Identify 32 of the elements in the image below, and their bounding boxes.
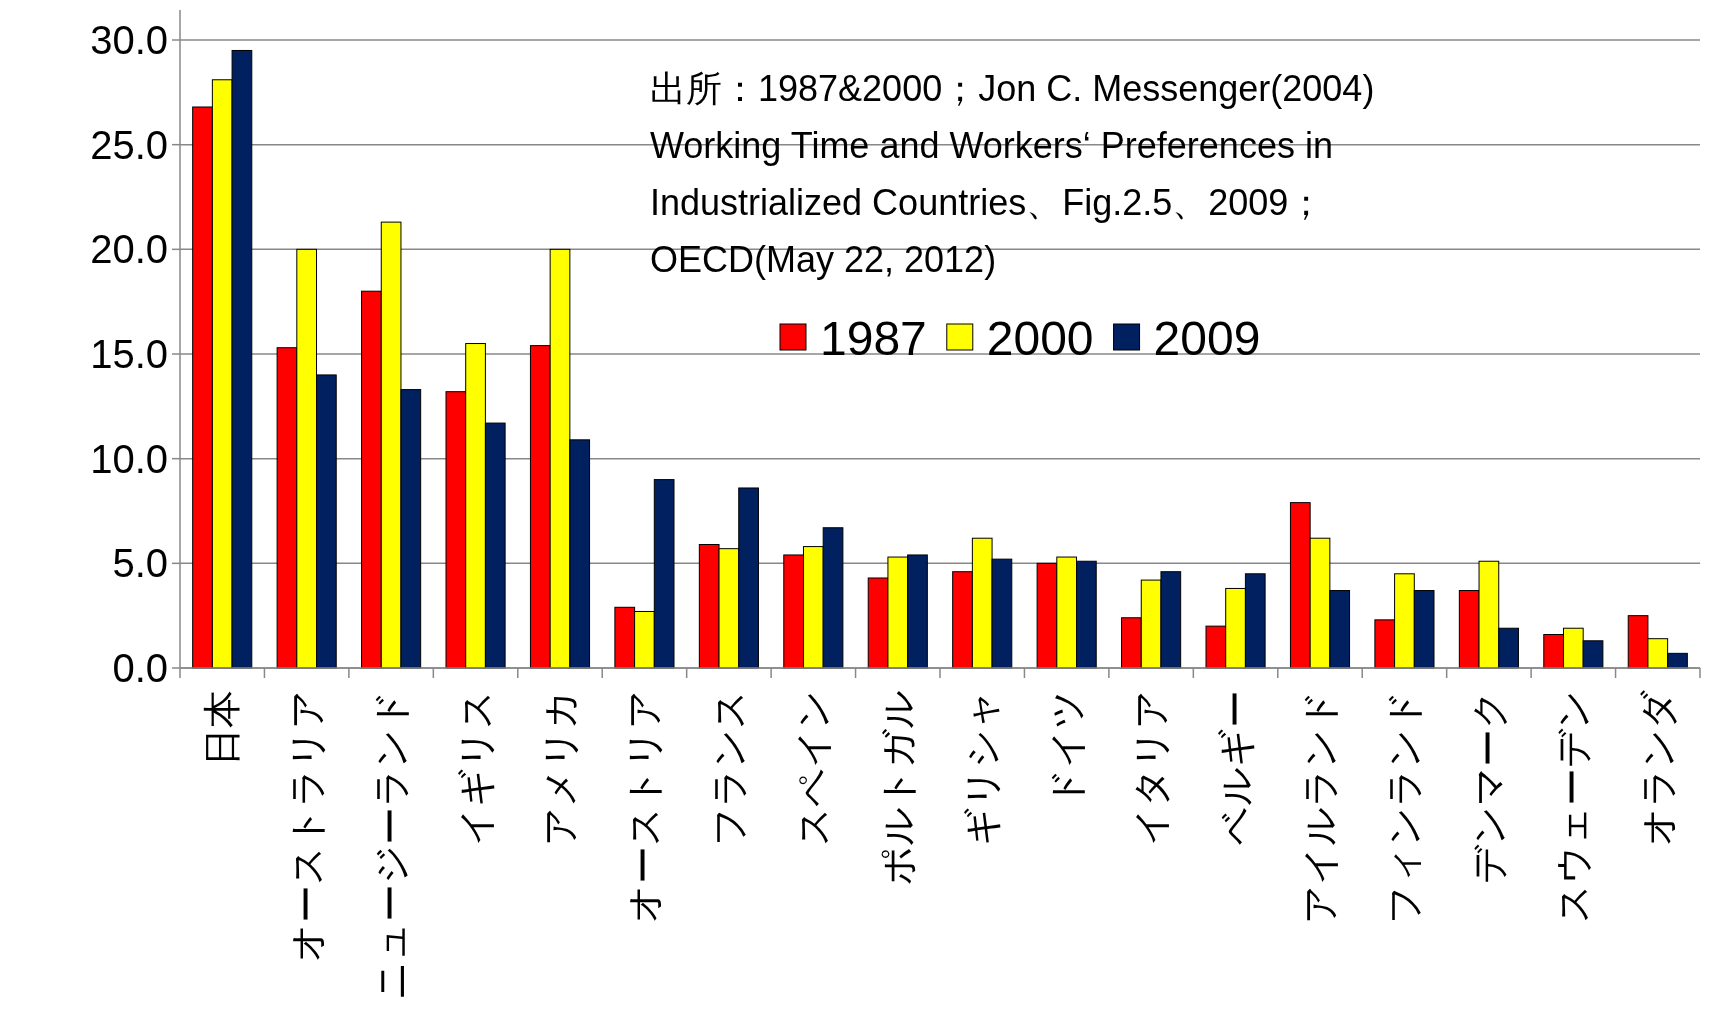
x-tick-label: 日本 xyxy=(201,690,244,766)
legend-label: 1987 xyxy=(820,311,927,365)
legend-label: 2009 xyxy=(1153,311,1261,365)
x-tick-label: ギリシャ xyxy=(961,690,1004,846)
y-tick-label: 30.0 xyxy=(90,18,168,62)
y-tick-label: 5.0 xyxy=(112,541,168,586)
x-tick-label: アメリカ xyxy=(539,690,581,846)
x-tick-label: イタリア xyxy=(1130,690,1173,846)
x-tick-label: フィンランド xyxy=(1383,690,1426,924)
x-tick-label: オーストラリア xyxy=(285,690,328,962)
x-tick-label: フランス xyxy=(707,690,750,846)
legend-label: 2000 xyxy=(986,311,1094,365)
x-tick-label: ニュージーランド xyxy=(370,690,413,1000)
x-tick-label: ポルトガル xyxy=(876,690,919,885)
x-tick-label: オーストリア xyxy=(623,690,666,923)
x-tick-label: ベルギー xyxy=(1214,690,1257,845)
x-tick-label: スペイン xyxy=(792,690,835,846)
y-tick-label: 25.0 xyxy=(90,122,168,167)
x-tick-label: デンマーク xyxy=(1467,690,1510,884)
y-tick-label: 10.0 xyxy=(90,436,168,481)
annotation: 出所：1987&2000；Jon C. Messenger(2004) xyxy=(650,67,1375,109)
x-tick-label: スウェーデン xyxy=(1552,690,1595,923)
annotation: Working Time and Workers‘ Preferences in xyxy=(650,124,1333,166)
x-tick-label: アイルランド xyxy=(1299,690,1341,924)
x-tick-label: オランダ xyxy=(1636,690,1679,846)
y-tick-label: 0.0 xyxy=(112,646,168,690)
x-tick-label: ドイツ xyxy=(1045,690,1088,807)
y-tick-label: 20.0 xyxy=(90,227,168,272)
annotation: OECD(May 22, 2012) xyxy=(650,238,997,280)
annotation: Industrialized Countries、Fig.2.5、2009； xyxy=(650,181,1325,223)
y-tick-label: 15.0 xyxy=(90,332,168,376)
x-tick-label: イギリス xyxy=(454,690,497,846)
